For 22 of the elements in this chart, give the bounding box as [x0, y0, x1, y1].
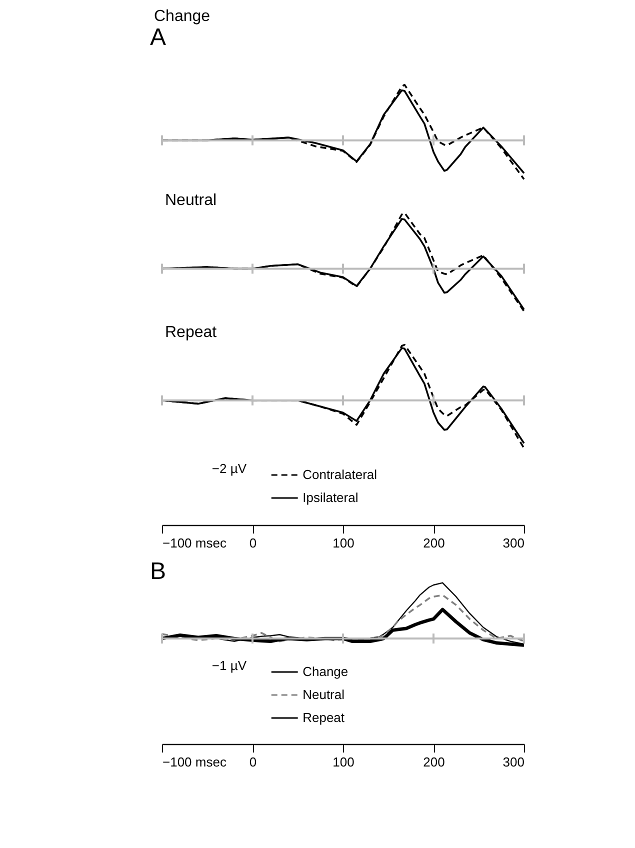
legend-label: Repeat: [302, 710, 345, 725]
chart-title: Neutral: [165, 192, 217, 209]
x-tick-label: 200: [423, 536, 445, 550]
legend-label: Neutral: [302, 687, 345, 702]
x-tick-label: −100 msec: [162, 536, 227, 550]
x-tick-label: 0: [249, 536, 257, 550]
legend-label: Ipsilateral: [302, 490, 358, 505]
text: −2 µV: [212, 461, 247, 476]
annotation: B: [150, 558, 166, 585]
x-tick-label: 100: [332, 754, 354, 770]
x-tick-label: 300: [502, 754, 524, 770]
x-tick-label: 100: [332, 536, 354, 550]
chart-title: Repeat: [165, 324, 218, 341]
x-tick-label: 0: [249, 754, 257, 770]
x-tick-label: 300: [502, 536, 524, 550]
legend-label: Change: [302, 664, 348, 679]
text: −1 µV: [212, 658, 247, 673]
chart-title: Change: [154, 8, 210, 25]
x-tick-label: −100 msec: [162, 754, 227, 770]
text: A: [150, 24, 166, 51]
legend-label: Contralateral: [302, 467, 378, 482]
x-tick-label: 200: [423, 754, 445, 770]
